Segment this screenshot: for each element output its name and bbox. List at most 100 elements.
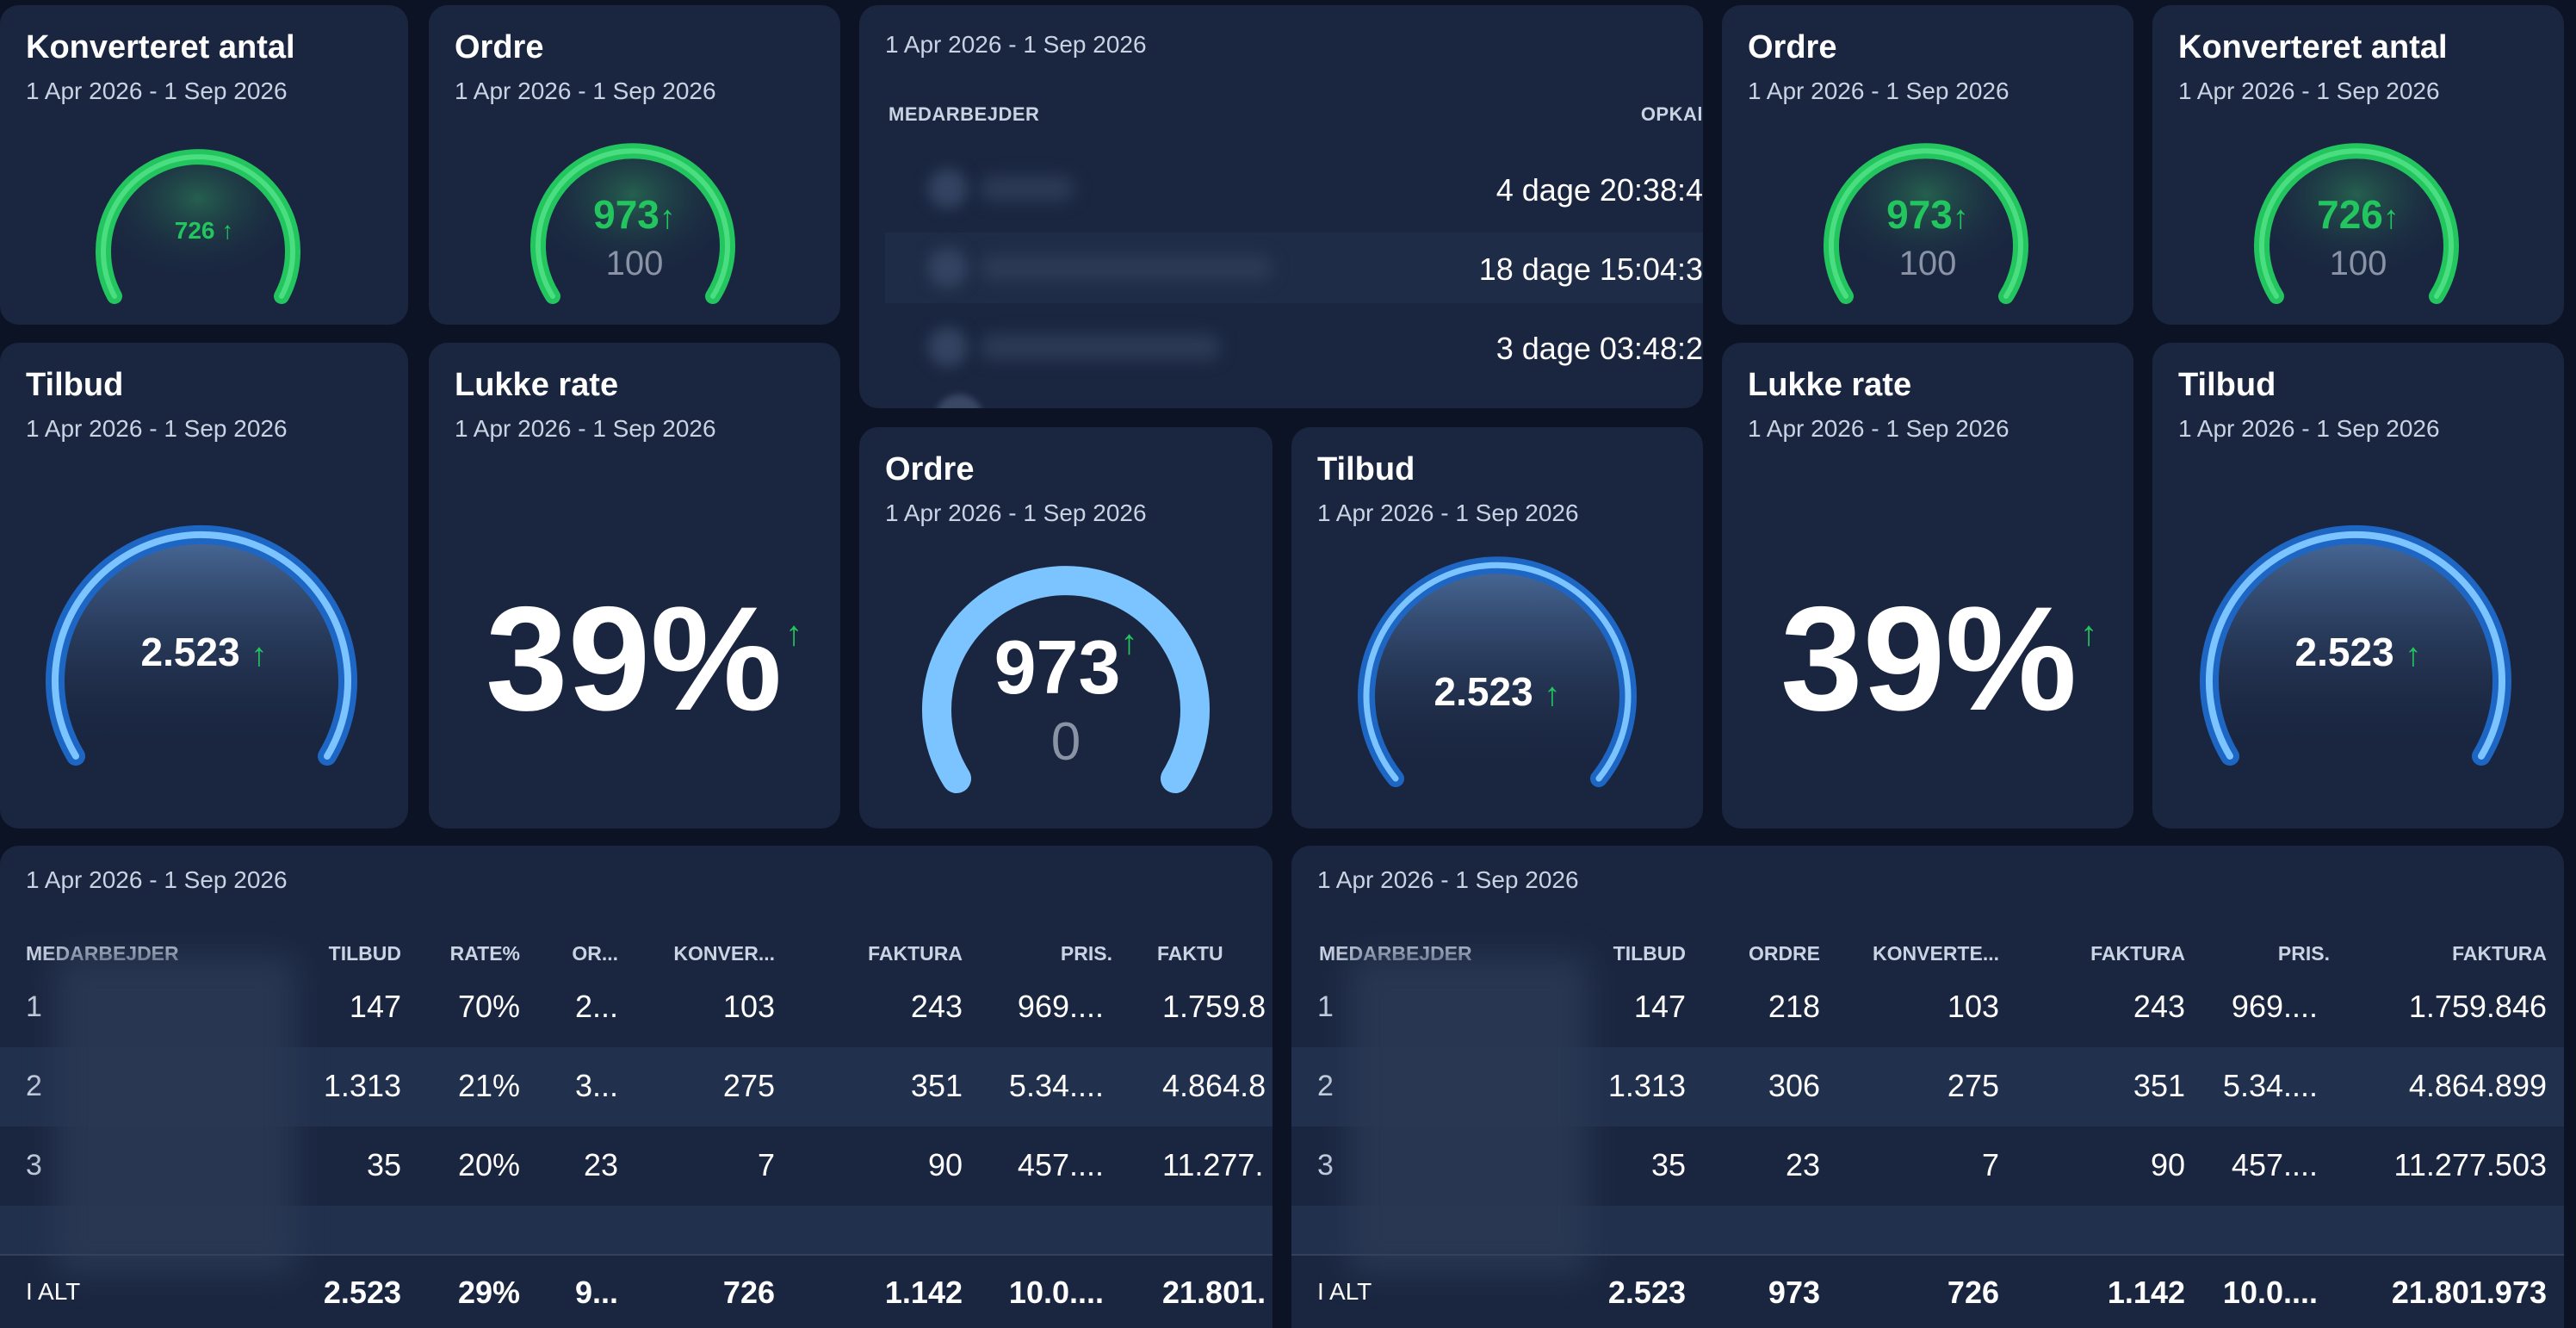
- total-pris: 10.0....: [1008, 1275, 1104, 1310]
- cell-konverteret: 7: [757, 1147, 775, 1182]
- column-header-pris[interactable]: PRIS.: [1060, 942, 1112, 965]
- up-arrow-icon: ↑: [1120, 624, 1138, 661]
- employee-calls-list: 1 Apr 2026 - 1 Sep 2026 MEDARBEJDER OPKA…: [859, 5, 1703, 408]
- cell-pris: 457....: [1017, 1147, 1104, 1182]
- card-date-range: 1 Apr 2026 - 1 Sep 2026: [26, 415, 288, 442]
- gauge-blue-icon: [46, 524, 357, 766]
- gauge-target: 0: [1050, 712, 1081, 772]
- column-header-faktura[interactable]: FAKTURA: [868, 942, 963, 965]
- table-date-range: 1 Apr 2026 - 1 Sep 2026: [26, 866, 288, 893]
- gauge-value: 973↑: [1722, 191, 2133, 238]
- close-rate-value: 39%: [486, 576, 783, 742]
- up-arrow-icon: ↑: [2405, 637, 2422, 673]
- cell-rate: 70%: [457, 989, 520, 1024]
- card-tilbud-right: Tilbud 1 Apr 2026 - 1 Sep 2026 2.523 ↑: [2152, 343, 2564, 828]
- value-text: 726: [174, 217, 215, 244]
- card-title: Lukke rate: [455, 367, 619, 403]
- column-header-konverteret[interactable]: KONVER...: [673, 942, 775, 965]
- employee-table-right: 1 Apr 2026 - 1 Sep 2026 MEDARBEJDER TILB…: [1291, 846, 2564, 1328]
- card-title: Ordre: [455, 29, 544, 65]
- column-header-pris[interactable]: PRIS.: [2277, 942, 2330, 965]
- list-item[interactable]: 3 dage 03:48:2: [885, 312, 1703, 382]
- avatar: [928, 248, 968, 288]
- row-rank: 1: [26, 990, 42, 1023]
- up-arrow-icon: ↑: [2382, 200, 2400, 236]
- card-date-range: 1 Apr 2026 - 1 Sep 2026: [2178, 78, 2440, 104]
- cell-faktura: 243: [910, 989, 963, 1024]
- call-duration: 4 dage 20:38:4: [1495, 172, 1703, 208]
- column-header-konverteret[interactable]: KONVERTE...: [1873, 942, 1999, 965]
- table-row[interactable]: 3 35 23 7 90 457.... 11.277.503: [1291, 1126, 2564, 1206]
- cell-tilbud: 35: [366, 1147, 401, 1182]
- gauge-blue-icon: [2200, 524, 2511, 766]
- gauge-green-icon: [96, 149, 300, 304]
- column-header-tilbud[interactable]: TILBUD: [328, 942, 401, 965]
- total-tilbud: 2.523: [1607, 1275, 1686, 1310]
- gauge-value: 2.523 ↑: [1291, 668, 1703, 715]
- cell-ordre: 3...: [574, 1068, 618, 1103]
- cell-faktura: 351: [2133, 1068, 2185, 1103]
- cell-konverteret: 7: [1981, 1147, 1999, 1182]
- table-row[interactable]: 1 147 70% 2... 103 243 969.... 1.759.8: [0, 968, 1273, 1047]
- cell-ordre: 306: [1768, 1068, 1820, 1103]
- column-header-faktura-2[interactable]: FAKTURA: [2452, 942, 2547, 965]
- gauge-value: 2.523 ↑: [0, 629, 408, 675]
- column-header-ordre[interactable]: OR...: [572, 942, 618, 965]
- column-header-faktura[interactable]: FAKTURA: [2090, 942, 2185, 965]
- gauge-target: 100: [605, 245, 664, 282]
- card-title: Ordre: [1748, 29, 1837, 65]
- card-ordre-left: Ordre 1 Apr 2026 - 1 Sep 2026 973↑ 100: [429, 5, 840, 325]
- gauge-value: 726 ↑: [0, 217, 408, 245]
- cell-konverteret: 103: [1947, 989, 1999, 1024]
- gauge-green-icon: [2254, 143, 2459, 304]
- total-ordre: 9...: [574, 1275, 618, 1310]
- cell-faktura: 90: [927, 1147, 963, 1182]
- list-item[interactable]: 4 dage 20:38:4: [885, 153, 1703, 224]
- close-rate-value: 39%: [1780, 576, 2078, 742]
- cell-ordre: 23: [1785, 1147, 1820, 1182]
- column-header-rate[interactable]: RATE%: [449, 942, 520, 965]
- gauge-target: 100: [1898, 245, 1957, 282]
- card-lukke-rate-left: Lukke rate 1 Apr 2026 - 1 Sep 2026 39% ↑: [429, 343, 840, 828]
- cell-pris: 969....: [2231, 989, 2318, 1024]
- card-ordre-center: Ordre 1 Apr 2026 - 1 Sep 2026 973↑ 0: [859, 427, 1273, 828]
- row-rank: 2: [1317, 1070, 1334, 1102]
- total-konverteret: 726: [1947, 1275, 1999, 1310]
- employee-names-blurred: [55, 956, 296, 1275]
- list-item[interactable]: 18 dage 15:04:3: [885, 233, 1703, 303]
- total-faktura-2: 21.801.973: [2391, 1275, 2547, 1310]
- call-duration: 18 dage 15:04:3: [1478, 251, 1703, 287]
- total-divider: [0, 1254, 1273, 1256]
- cell-pris: 969....: [1017, 989, 1104, 1024]
- card-title: Tilbud: [26, 367, 124, 403]
- table-row[interactable]: 1 147 218 103 243 969.... 1.759.846: [1291, 968, 2564, 1047]
- cell-tilbud: 147: [349, 989, 401, 1024]
- row-rank: 3: [26, 1149, 42, 1182]
- card-date-range: 1 Apr 2026 - 1 Sep 2026: [26, 78, 288, 104]
- cell-tilbud: 1.313: [1607, 1068, 1686, 1103]
- card-date-range: 1 Apr 2026 - 1 Sep 2026: [455, 78, 716, 104]
- cell-faktura-2: 1.759.8: [1162, 989, 1266, 1024]
- card-tilbud-center: Tilbud 1 Apr 2026 - 1 Sep 2026 2.523 ↑: [1291, 427, 1703, 828]
- table-date-range: 1 Apr 2026 - 1 Sep 2026: [1317, 866, 1579, 893]
- column-header-faktura-2[interactable]: FAKTU: [1157, 942, 1223, 965]
- table-row[interactable]: 3 35 20% 23 7 90 457.... 11.277.: [0, 1126, 1273, 1206]
- column-header-tilbud[interactable]: TILBUD: [1613, 942, 1686, 965]
- employee-name-blurred: [980, 255, 1273, 281]
- gauge-value: 973↑: [429, 191, 840, 238]
- cell-pris: 5.34....: [1008, 1068, 1104, 1103]
- cell-rate: 21%: [457, 1068, 520, 1103]
- gauge-green-icon: [530, 143, 735, 304]
- gauge-value: 973↑: [859, 624, 1273, 711]
- gauge-value: 2.523 ↑: [2152, 629, 2564, 675]
- up-arrow-icon: ↑: [2080, 615, 2097, 653]
- card-ordre-right: Ordre 1 Apr 2026 - 1 Sep 2026 973↑ 100: [1722, 5, 2133, 325]
- total-faktura-2: 21.801.: [1162, 1275, 1266, 1310]
- column-header-ordre[interactable]: ORDRE: [1748, 942, 1820, 965]
- employee-name-blurred: [980, 176, 1074, 202]
- column-header-employee[interactable]: MEDARBEJDER: [889, 103, 1040, 125]
- column-header-calls[interactable]: OPKAl: [1640, 103, 1703, 125]
- value-text: 726: [2317, 192, 2383, 237]
- cell-ordre: 2...: [574, 989, 618, 1024]
- cell-faktura-2: 11.277.503: [2393, 1147, 2547, 1182]
